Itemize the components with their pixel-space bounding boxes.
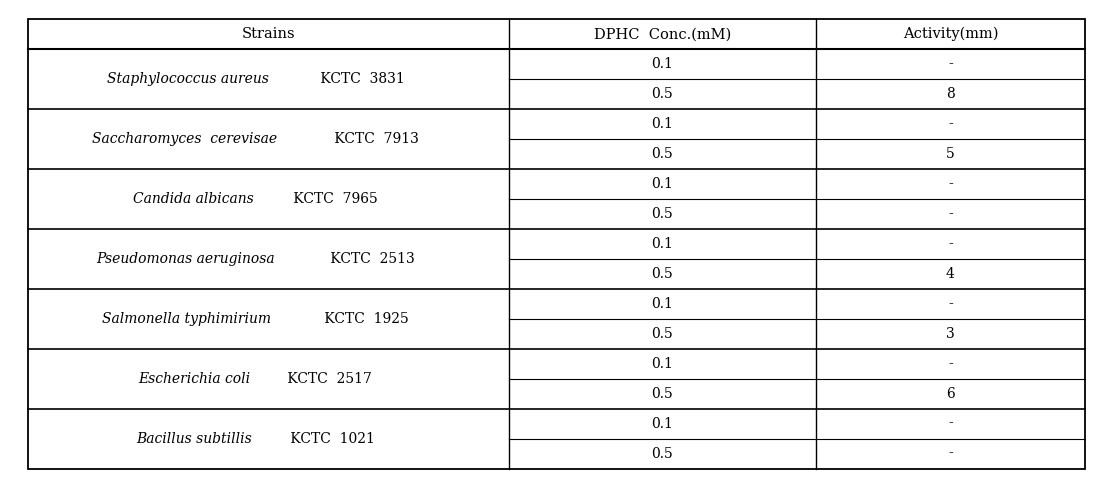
Text: 0.1: 0.1 — [651, 57, 673, 71]
Text: 0.5: 0.5 — [651, 447, 673, 460]
Text: 0.1: 0.1 — [651, 237, 673, 251]
Text: 0.1: 0.1 — [651, 297, 673, 311]
Text: KCTC  1925: KCTC 1925 — [321, 312, 408, 326]
Text: 0.5: 0.5 — [651, 207, 673, 221]
Text: KCTC  2513: KCTC 2513 — [326, 252, 415, 266]
Text: -: - — [948, 177, 953, 191]
Text: 0.5: 0.5 — [651, 387, 673, 400]
Text: 0.5: 0.5 — [651, 327, 673, 341]
Text: KCTC  7965: KCTC 7965 — [289, 192, 377, 206]
Text: KCTC  2517: KCTC 2517 — [284, 372, 372, 385]
Text: -: - — [948, 57, 953, 71]
Text: 8: 8 — [946, 87, 955, 101]
Text: 0.1: 0.1 — [651, 117, 673, 131]
Text: -: - — [948, 417, 953, 430]
Text: 0.1: 0.1 — [651, 357, 673, 370]
Text: -: - — [948, 447, 953, 460]
Text: Bacillus subtillis: Bacillus subtillis — [137, 432, 253, 445]
Text: 0.5: 0.5 — [651, 267, 673, 281]
Text: Salmonella typhimirium: Salmonella typhimirium — [102, 312, 272, 326]
Text: 0.1: 0.1 — [651, 417, 673, 430]
Text: -: - — [948, 237, 953, 251]
Text: DPHC  Conc.(mM): DPHC Conc.(mM) — [593, 28, 731, 41]
Text: Candida albicans: Candida albicans — [134, 192, 254, 206]
Text: Strains: Strains — [242, 28, 295, 41]
Text: -: - — [948, 117, 953, 131]
Text: Staphylococcus aureus: Staphylococcus aureus — [107, 72, 268, 86]
Text: 6: 6 — [946, 387, 955, 400]
Text: Escherichia coli: Escherichia coli — [139, 372, 250, 385]
Text: KCTC  3831: KCTC 3831 — [316, 72, 404, 86]
Text: 4: 4 — [946, 267, 955, 281]
Text: -: - — [948, 357, 953, 370]
Text: -: - — [948, 207, 953, 221]
Text: Saccharomyces  cerevisae: Saccharomyces cerevisae — [91, 132, 277, 146]
Text: KCTC  1021: KCTC 1021 — [286, 432, 375, 445]
Text: Pseudomonas aeruginosa: Pseudomonas aeruginosa — [96, 252, 275, 266]
Text: Activity(mm): Activity(mm) — [903, 27, 998, 42]
Text: 0.5: 0.5 — [651, 87, 673, 101]
Text: 3: 3 — [946, 327, 955, 341]
Text: 5: 5 — [946, 147, 955, 161]
Text: 0.5: 0.5 — [651, 147, 673, 161]
Text: KCTC  7913: KCTC 7913 — [331, 132, 420, 146]
Text: -: - — [948, 297, 953, 311]
Text: 0.1: 0.1 — [651, 177, 673, 191]
